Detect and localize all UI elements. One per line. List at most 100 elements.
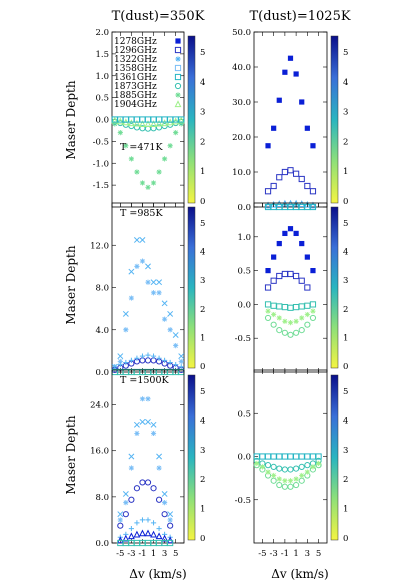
ytick-label: -0.5 [93,137,109,147]
data-point [117,511,124,518]
data-point [287,304,294,311]
plot-frame [253,202,328,373]
colorbar-tick-label: 1 [343,167,348,177]
data-point [117,517,123,523]
data-point [128,268,135,275]
data-point [161,119,169,127]
data-point [265,268,271,274]
data-point [271,472,277,479]
data-point [281,466,288,473]
data-point [293,453,300,460]
data-point [122,511,129,518]
data-point [167,539,174,547]
data-point [178,364,184,370]
data-point [123,500,129,506]
ytick-label: 40.0 [232,63,251,73]
data-point [173,342,179,349]
data-point [276,97,282,103]
data-point [304,462,311,469]
data-point [150,430,157,437]
data-point [298,303,305,310]
ytick-label: 0.5 [237,409,251,419]
data-point [145,263,151,270]
data-point [264,284,272,291]
colorbar [188,207,195,368]
data-point [128,465,134,471]
data-point [276,174,283,181]
colorbar-tick-label: 0 [343,534,348,544]
data-point [270,321,277,328]
data-point [123,143,129,149]
data-point [287,320,294,326]
data-point [134,169,140,175]
data-point [134,355,140,361]
data-point [310,308,316,314]
data-point [150,353,157,359]
data-point [117,522,124,529]
colorbar-tick-label: 4 [343,78,348,88]
data-point [178,116,185,123]
data-point [156,169,162,175]
colorbar-tick-label: 4 [200,78,205,88]
colorbar [188,375,195,540]
col-title-right: T(dust)=1025K [249,9,350,24]
data-point [315,460,322,467]
plot-frame [111,369,185,544]
data-point [145,352,151,358]
data-point [281,168,288,176]
data-point [134,263,140,269]
data-point [117,130,123,136]
data-point [298,175,305,183]
data-point [281,453,288,460]
colorbar-tick-label: 3 [200,276,205,286]
data-point [271,311,277,318]
data-point [156,279,163,286]
data-point [270,277,277,284]
ytick-label: 0.0 [95,116,109,126]
data-point [264,188,272,195]
data-point [144,529,152,537]
data-point [116,117,124,125]
data-point [173,362,179,368]
data-point [150,279,157,286]
data-point [310,143,316,149]
data-point [122,310,129,317]
colorbar-tick-label: 3 [200,446,205,456]
colorbar-tick-label: 2 [343,305,348,315]
ylabel-left-middle: Maser Depth [64,245,78,324]
colorbar [331,375,338,540]
colorbar-frame [187,35,196,204]
colorbar-tick-label: 5 [200,48,205,58]
data-point [133,119,141,127]
colorbar-tick-label: 1 [343,333,348,343]
data-point [167,327,173,333]
data-point [139,180,146,186]
panel-annotation: T =471K [120,142,163,153]
data-point [139,529,146,537]
colorbar-tick-label: 0 [343,362,348,372]
data-point [150,530,157,538]
data-point [293,272,300,280]
ytick-label: 50.0 [232,28,251,38]
data-point [155,119,163,127]
colorbar-tick-label: 5 [343,219,348,229]
ytick-label: 12.0 [90,241,109,251]
colorbar-frame [330,35,339,204]
data-point [145,418,151,425]
data-point [117,353,124,360]
colorbar-frame [187,374,196,541]
data-point [310,464,316,470]
data-point [162,316,168,322]
ytick-label: 8.0 [95,284,109,294]
colorbar [188,36,195,203]
colorbar-tick-label: 3 [343,276,348,286]
data-point [293,329,300,336]
colorbar-frame [330,206,339,369]
ytick-label: 1.5 [95,50,109,60]
data-point [178,358,184,365]
xtick-label: 3 [162,549,167,559]
data-point [144,357,152,364]
xtick-label: 5 [316,549,321,559]
data-point [276,303,283,310]
panel-annotation: T =985K [120,208,163,219]
